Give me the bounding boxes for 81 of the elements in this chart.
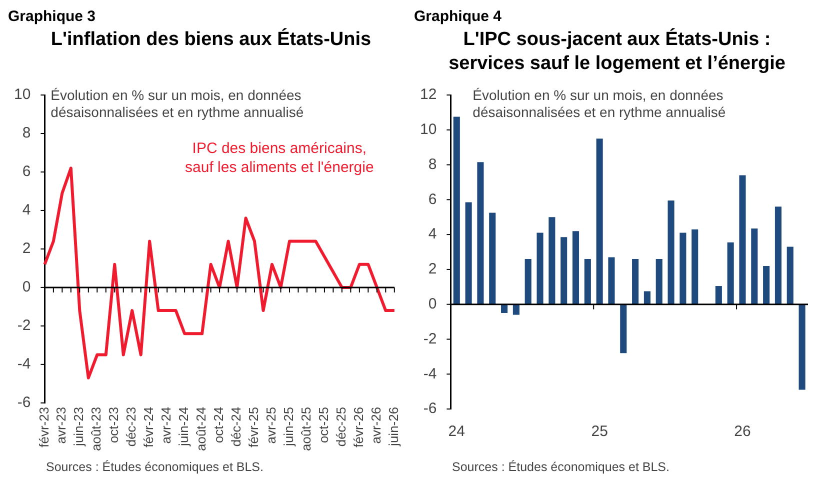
x-tick-label: avr-26 bbox=[368, 406, 384, 444]
y-tick-label: 10 bbox=[420, 121, 437, 138]
x-tick-label: avr-24 bbox=[158, 406, 174, 444]
annotation: Évolution en % sur un mois, en données désaisonnalisées et en rythme annualisé bbox=[50, 86, 304, 120]
bar bbox=[774, 206, 782, 304]
bar bbox=[692, 229, 698, 304]
y-tick-label: 4 bbox=[22, 202, 31, 219]
x-tick-label: août-24 bbox=[194, 406, 209, 452]
y-tick-label: -2 bbox=[17, 317, 31, 334]
y-tick-label: -6 bbox=[17, 394, 31, 412]
y-tick-label: 4 bbox=[428, 226, 437, 243]
x-tick-label: juin-25 bbox=[281, 406, 296, 447]
bar bbox=[644, 291, 650, 304]
y-tick-label: -4 bbox=[423, 365, 437, 382]
text: IPC des biens américains, sauf les aliments et l'énergie bbox=[185, 140, 374, 176]
text: Graphique 4 bbox=[414, 8, 503, 27]
x-tick-label: déc-25 bbox=[334, 406, 349, 447]
bar bbox=[786, 246, 794, 304]
bar bbox=[596, 138, 603, 304]
x-tick-label: déc-23 bbox=[124, 406, 139, 447]
source-note: Sources : Études économiques et BLS. bbox=[452, 460, 670, 474]
bar bbox=[453, 116, 460, 304]
x-tick-label: août-25 bbox=[298, 406, 314, 452]
y-tick-label: 10 bbox=[14, 86, 31, 104]
y-tick-label: -6 bbox=[423, 400, 437, 418]
x-tick-label: oct-23 bbox=[106, 406, 122, 444]
x-tick-label: déc-24 bbox=[228, 406, 244, 447]
annotation: Évolution en % sur un mois, en données désaisonnalisées et en rythme annualisé bbox=[472, 86, 726, 120]
bar bbox=[524, 258, 532, 304]
bar bbox=[656, 258, 662, 304]
x-tick-label: juin-24 bbox=[176, 406, 192, 447]
bar bbox=[632, 258, 639, 304]
x-tick-label: 25 bbox=[591, 423, 608, 440]
bar bbox=[584, 258, 591, 304]
y-tick-label: 6 bbox=[428, 190, 437, 208]
chart-title: L'inflation des biens aux États-Unis bbox=[50, 28, 372, 52]
bar bbox=[763, 266, 770, 304]
bar bbox=[465, 202, 472, 304]
bar bbox=[512, 304, 520, 315]
x-tick-label: févr-23 bbox=[36, 406, 52, 448]
x-tick-label: août-23 bbox=[88, 406, 104, 452]
bar bbox=[620, 304, 627, 354]
x-tick-label: 24 bbox=[448, 423, 465, 440]
bar bbox=[739, 175, 746, 304]
text: Graphique 3 bbox=[8, 8, 97, 27]
bar bbox=[536, 232, 544, 304]
y-tick-label: 2 bbox=[22, 240, 31, 258]
bar bbox=[477, 162, 484, 304]
chart-title: L'IPC sous-jacent aux États-Unis : services sauf le logement et l’énergie bbox=[448, 28, 786, 76]
bar bbox=[501, 304, 508, 314]
bar bbox=[751, 228, 758, 304]
bar bbox=[560, 237, 568, 304]
y-tick-label: 2 bbox=[428, 260, 437, 278]
bar bbox=[680, 232, 686, 304]
y-tick-label: 8 bbox=[428, 156, 437, 173]
y-tick-label: 12 bbox=[420, 86, 437, 104]
bar bbox=[489, 212, 496, 304]
bar bbox=[798, 304, 806, 390]
x-tick-label: avr-23 bbox=[54, 406, 69, 444]
y-tick-label: 8 bbox=[22, 124, 31, 142]
y-tick-label: 0 bbox=[22, 278, 31, 296]
x-tick-label: févr-25 bbox=[246, 406, 262, 448]
bar bbox=[572, 231, 580, 304]
source-note: Sources : Études économiques et BLS. bbox=[46, 460, 264, 474]
bar bbox=[715, 286, 722, 304]
x-tick-label: oct-24 bbox=[211, 406, 226, 444]
bar bbox=[548, 217, 556, 304]
y-tick-label: 6 bbox=[22, 163, 31, 180]
y-tick-label: 0 bbox=[428, 295, 437, 312]
y-tick-label: -2 bbox=[423, 330, 437, 348]
bar bbox=[668, 200, 674, 304]
x-tick-label: févr-24 bbox=[141, 406, 156, 448]
x-tick-label: févr-26 bbox=[351, 406, 366, 448]
x-tick-label: 26 bbox=[734, 423, 751, 440]
x-tick-label: juin-23 bbox=[71, 406, 86, 447]
x-tick-label: juin-26 bbox=[386, 406, 401, 447]
x-tick-label: oct-25 bbox=[316, 406, 332, 444]
y-tick-label: -4 bbox=[17, 356, 31, 373]
x-tick-label: avr-25 bbox=[264, 406, 279, 444]
bar bbox=[608, 257, 615, 304]
bar bbox=[727, 242, 734, 304]
